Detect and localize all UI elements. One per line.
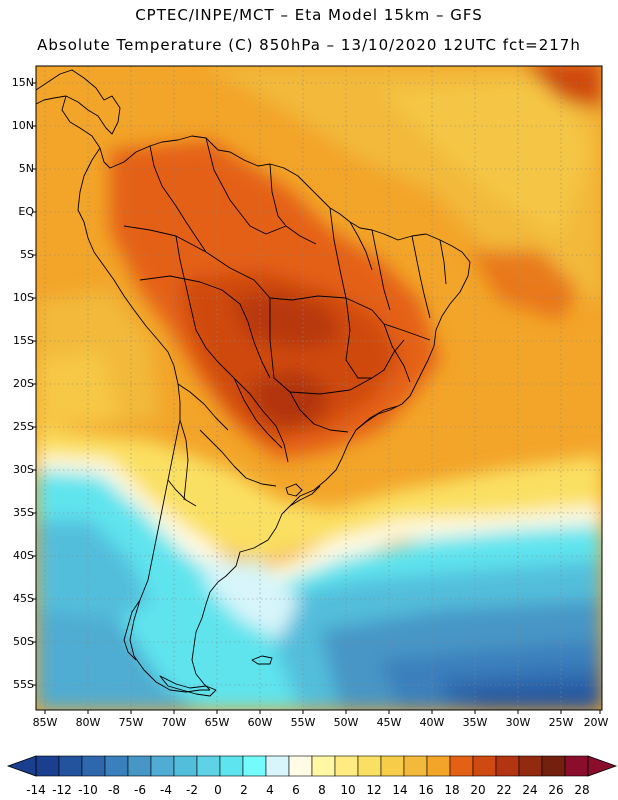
- colorbar-label: -10: [78, 783, 98, 797]
- lat-label: 25S: [13, 420, 34, 433]
- lon-label: 70W: [161, 716, 187, 729]
- colorbar-cell: [288, 755, 313, 777]
- colorbar-label: 18: [444, 783, 460, 797]
- lat-label: 55S: [13, 678, 34, 691]
- colorbar-label: -2: [186, 783, 198, 797]
- lon-label: 65W: [204, 716, 230, 729]
- colorbar-cell: [173, 755, 198, 777]
- colorbar-max-arrow: [587, 755, 618, 777]
- colorbar-cell: [426, 755, 451, 777]
- colorbar-label: 0: [214, 783, 222, 797]
- lon-label: 80W: [75, 716, 101, 729]
- colorbar-label: 20: [470, 783, 486, 797]
- colorbar-cell: [564, 755, 589, 777]
- lon-label: 50W: [333, 716, 359, 729]
- lon-label: 55W: [290, 716, 316, 729]
- lon-label: 45W: [376, 716, 402, 729]
- map-subtitle: Absolute Temperature (C) 850hPa – 13/10/…: [37, 36, 581, 54]
- lon-label: 20W: [583, 716, 609, 729]
- lat-label: 15S: [13, 334, 34, 347]
- colorbar-cell: [81, 755, 106, 777]
- colorbar-label: -4: [160, 783, 172, 797]
- lat-label: 5S: [20, 248, 34, 261]
- lon-label: 25W: [548, 716, 574, 729]
- lon-label: 35W: [462, 716, 488, 729]
- lon-label: 60W: [247, 716, 273, 729]
- colorbar: [6, 755, 618, 777]
- colorbar-label: 8: [318, 783, 326, 797]
- colorbar-cell: [242, 755, 267, 777]
- graticule: [36, 66, 602, 710]
- colorbar-cell: [127, 755, 152, 777]
- lat-label: 15N: [11, 76, 34, 89]
- lon-label: 85W: [32, 716, 58, 729]
- colorbar-label: 26: [548, 783, 564, 797]
- colorbar-cell: [150, 755, 175, 777]
- colorbar-cell: [311, 755, 336, 777]
- colorbar-label: 22: [496, 783, 512, 797]
- colorbar-cell: [334, 755, 359, 777]
- lat-label: 45S: [13, 592, 34, 605]
- colorbar-label: 6: [292, 783, 300, 797]
- lat-label: 20S: [13, 377, 34, 390]
- lat-label: 40S: [13, 549, 34, 562]
- lon-label: 40W: [419, 716, 445, 729]
- lat-label: 35S: [13, 506, 34, 519]
- colorbar-cell: [196, 755, 221, 777]
- colorbar-label: -6: [134, 783, 146, 797]
- map-frame: [35, 65, 603, 711]
- colorbar-cell: [35, 755, 60, 777]
- map-title: CPTEC/INPE/MCT – Eta Model 15km – GFS: [135, 6, 483, 24]
- colorbar-label: 4: [266, 783, 274, 797]
- colorbar-cell: [104, 755, 129, 777]
- lon-label: 75W: [118, 716, 144, 729]
- colorbar-label: 12: [366, 783, 382, 797]
- colorbar-cell: [58, 755, 83, 777]
- lat-label: 10S: [13, 291, 34, 304]
- coastline-borders: [36, 69, 471, 697]
- colorbar-label: 14: [392, 783, 408, 797]
- colorbar-cell: [449, 755, 474, 777]
- colorbar-cell: [219, 755, 244, 777]
- lat-label: 10N: [11, 119, 34, 132]
- lat-label: 50S: [13, 635, 34, 648]
- colorbar-label: 28: [574, 783, 590, 797]
- temperature-field: [36, 66, 602, 710]
- colorbar-label: 16: [418, 783, 434, 797]
- colorbar-cell: [472, 755, 497, 777]
- colorbar-cell: [518, 755, 543, 777]
- lat-label: 30S: [13, 463, 34, 476]
- colorbar-cell: [380, 755, 405, 777]
- colorbar-label: 24: [522, 783, 538, 797]
- colorbar-cell: [403, 755, 428, 777]
- colorbar-cell: [541, 755, 566, 777]
- colorbar-label: -8: [108, 783, 120, 797]
- axis-ticks: [32, 82, 601, 714]
- colorbar-label: 2: [240, 783, 248, 797]
- lat-label: EQ: [18, 205, 34, 218]
- colorbar-cell: [495, 755, 520, 777]
- lon-label: 30W: [505, 716, 531, 729]
- colorbar-label: 10: [340, 783, 356, 797]
- colorbar-label: -14: [26, 783, 46, 797]
- colorbar-cell: [357, 755, 382, 777]
- colorbar-label: -12: [52, 783, 72, 797]
- lat-label: 5N: [18, 162, 34, 175]
- colorbar-cell: [265, 755, 290, 777]
- colorbar-min-arrow: [6, 755, 37, 777]
